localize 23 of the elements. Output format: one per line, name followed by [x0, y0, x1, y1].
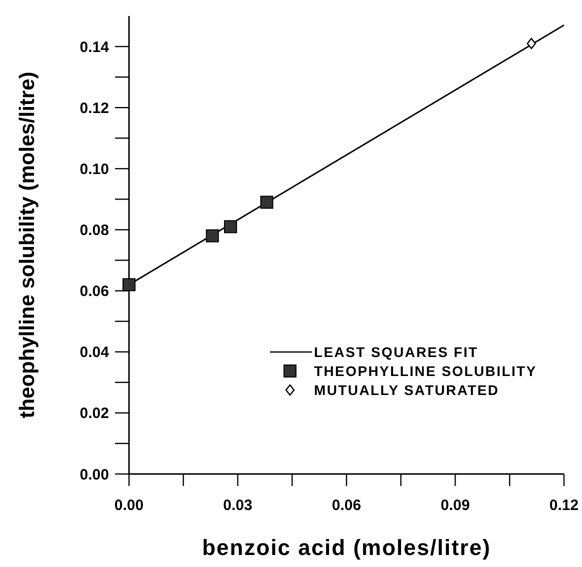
y-tick-label: 0.12 [80, 100, 109, 117]
y-tick-label: 0.06 [80, 283, 109, 300]
x-tick-label: 0.09 [440, 497, 470, 514]
point [122, 278, 136, 292]
legend-label: LEAST SQUARES FIT [314, 344, 478, 360]
x-tick-label: 0.03 [223, 497, 252, 514]
y-tick-label: 0.00 [80, 466, 109, 484]
legend-label: MUTUALLY SATURATED [314, 382, 500, 398]
y-axis-title: theophylline solubility (moles/litre) [16, 72, 39, 418]
x-axis-title: benzoic acid (moles/litre) [202, 535, 491, 560]
y-tick-label: 0.04 [80, 344, 110, 362]
y-tick-label: 0.10 [80, 160, 109, 178]
x-tick-label: 0.00 [114, 497, 144, 514]
y-tick-label: 0.02 [80, 405, 109, 422]
point [526, 38, 536, 50]
point [224, 220, 237, 234]
y-tick-label: 0.08 [80, 222, 109, 239]
x-tick-label: 0.12 [549, 497, 579, 514]
legend-label: THEOPHYLLINE SOLUBILITY [314, 362, 537, 379]
point [260, 196, 274, 209]
x-tick-label: 0.06 [332, 497, 362, 514]
y-tick-label: 0.14 [80, 38, 110, 56]
point [206, 229, 219, 242]
